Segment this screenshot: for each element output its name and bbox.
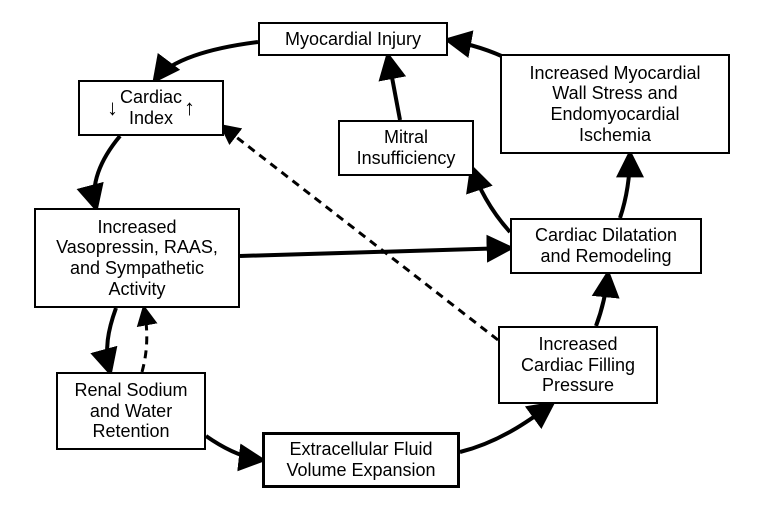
label-vasopressin: IncreasedVasopressin, RAAS,and Sympathet… xyxy=(56,217,218,300)
node-mitral-insufficiency: MitralInsufficiency xyxy=(338,120,474,176)
edge-fill_to_dil xyxy=(596,274,608,326)
down-arrow-icon: ↓ xyxy=(107,97,118,119)
label-renal: Renal Sodiumand WaterRetention xyxy=(74,380,187,442)
edge-vaso_to_dil xyxy=(240,248,510,256)
edge-vaso_to_renal xyxy=(107,308,116,372)
edge-renal_to_ecf xyxy=(206,436,262,460)
label-wall-stress: Increased MyocardialWall Stress andEndom… xyxy=(529,63,700,146)
node-cardiac-dilatation: Cardiac Dilatationand Remodeling xyxy=(510,218,702,274)
up-arrow-icon: ↑ xyxy=(184,97,195,119)
node-ecf-expansion: Extracellular FluidVolume Expansion xyxy=(262,432,460,488)
node-renal-retention: Renal Sodiumand WaterRetention xyxy=(56,372,206,450)
node-filling-pressure: IncreasedCardiac FillingPressure xyxy=(498,326,658,404)
label-mitral: MitralInsufficiency xyxy=(357,127,456,168)
edge-renal_to_vaso xyxy=(142,308,147,372)
edge-mi_to_ci xyxy=(155,42,258,80)
node-vasopressin: IncreasedVasopressin, RAAS,and Sympathet… xyxy=(34,208,240,308)
label-cardiac-index: CardiacIndex xyxy=(120,87,182,128)
node-cardiac-index: ↓ CardiacIndex ↑ xyxy=(78,80,224,136)
edge-ci_to_vaso xyxy=(94,136,120,208)
edge-ecf_to_fill xyxy=(460,404,552,452)
edge-dil_to_mitral xyxy=(472,168,510,232)
label-cardiac-dilatation: Cardiac Dilatationand Remodeling xyxy=(535,225,677,266)
edge-dil_to_wall xyxy=(620,154,630,218)
label-ecf: Extracellular FluidVolume Expansion xyxy=(286,439,435,480)
label-filling-pressure: IncreasedCardiac FillingPressure xyxy=(521,334,635,396)
edge-mitral_to_mi xyxy=(388,56,400,120)
label-myocardial-injury: Myocardial Injury xyxy=(285,29,421,50)
diagram-stage: Myocardial Injury ↓ CardiacIndex ↑ Incre… xyxy=(0,0,766,520)
node-wall-stress: Increased MyocardialWall Stress andEndom… xyxy=(500,54,730,154)
node-myocardial-injury: Myocardial Injury xyxy=(258,22,448,56)
